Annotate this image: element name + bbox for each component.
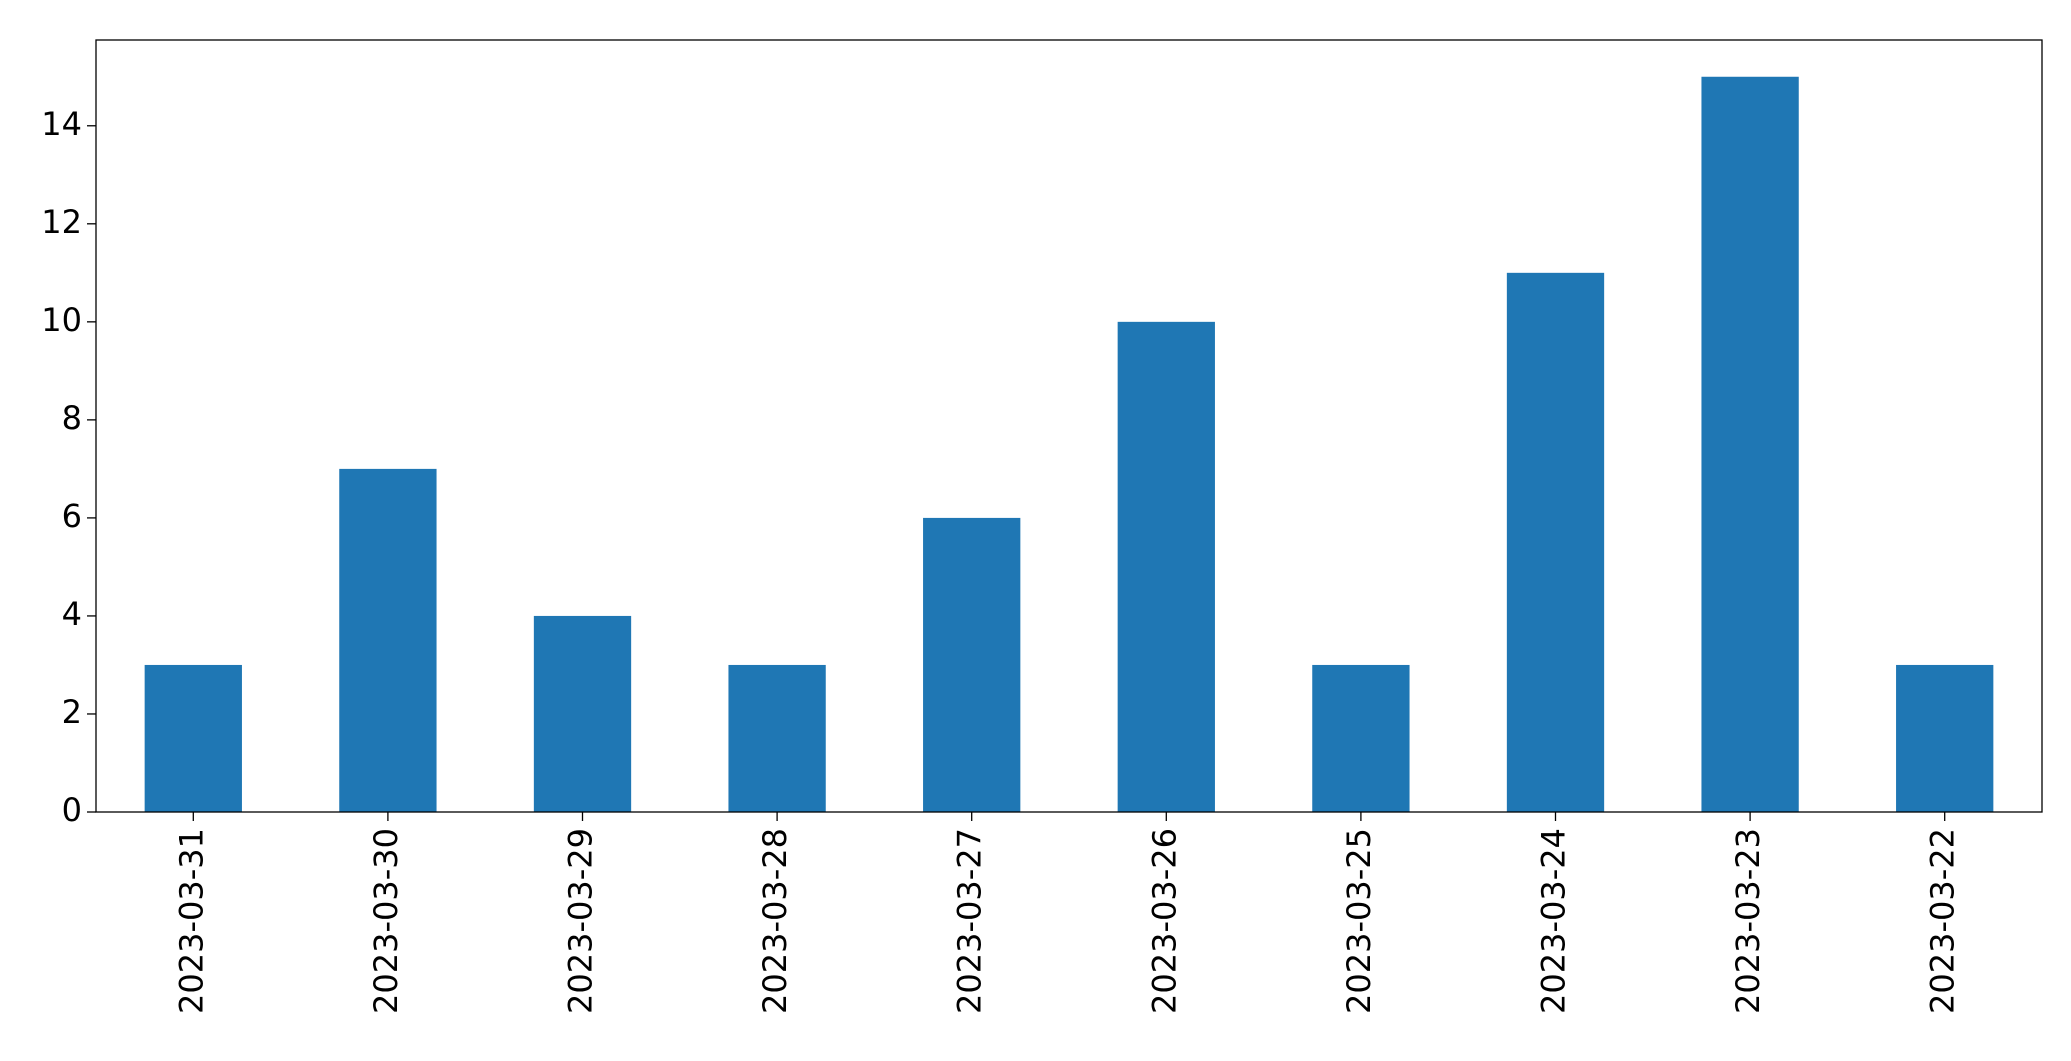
x-tick-label: 2023-03-31: [172, 828, 210, 1014]
x-tick-label: 2023-03-24: [1535, 828, 1573, 1014]
y-tick-label: 14: [41, 105, 82, 143]
x-tick-label: 2023-03-27: [951, 828, 989, 1014]
plot-frame: [95, 39, 2043, 813]
y-tick-label: 4: [62, 595, 82, 633]
bar: [1506, 272, 1605, 812]
y-tick-label: 2: [62, 693, 82, 731]
y-tick-label: 12: [41, 203, 82, 241]
bar: [1701, 76, 1799, 812]
bar: [144, 664, 242, 812]
x-tick-label: 2023-03-25: [1340, 828, 1378, 1014]
bar: [1117, 321, 1215, 812]
y-tick-label: 6: [62, 497, 82, 535]
x-tick-label: 2023-03-30: [367, 828, 405, 1014]
bar: [1312, 664, 1410, 812]
bar: [1896, 664, 1994, 812]
bar: [533, 615, 632, 812]
bar: [923, 517, 1021, 812]
x-tick-label: 2023-03-23: [1729, 828, 1767, 1014]
y-tick-label: 8: [62, 399, 82, 437]
x-tick-label: 2023-03-29: [562, 828, 600, 1014]
x-tick-label: 2023-03-26: [1145, 828, 1183, 1014]
x-tick-label: 2023-03-22: [1924, 828, 1962, 1014]
y-tick-label: 0: [62, 791, 82, 829]
bar: [339, 468, 437, 812]
x-tick-label: 2023-03-28: [756, 828, 794, 1014]
y-tick-label: 10: [41, 301, 82, 339]
bar: [728, 664, 826, 812]
